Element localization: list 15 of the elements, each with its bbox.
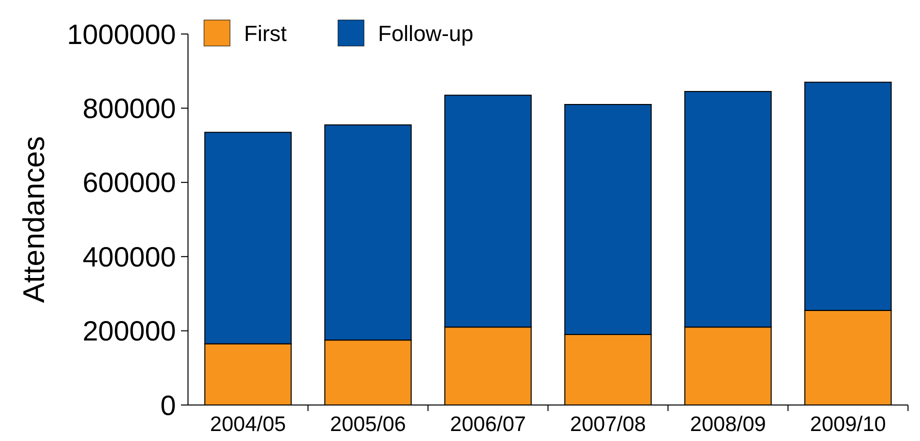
x-tick-label: 2004/05 <box>210 413 286 436</box>
y-tick-label: 1000000 <box>66 18 176 50</box>
y-tick-label: 0 <box>160 390 176 421</box>
legend-label: Follow-up <box>378 21 474 46</box>
x-tick-label: 2008/09 <box>690 413 766 436</box>
x-tick-label: 2009/10 <box>810 413 886 436</box>
x-tick-label: 2007/08 <box>570 413 646 436</box>
y-tick-label: 800000 <box>82 93 176 124</box>
y-tick-label: 400000 <box>82 241 176 272</box>
y-axis-title: Attendances <box>18 136 51 303</box>
x-tick-label: 2006/07 <box>450 413 526 436</box>
legend-label: First <box>244 21 287 46</box>
x-tick-label: 2005/06 <box>330 413 406 436</box>
y-tick-label: 600000 <box>82 167 176 198</box>
y-tick-label: 200000 <box>82 316 176 347</box>
